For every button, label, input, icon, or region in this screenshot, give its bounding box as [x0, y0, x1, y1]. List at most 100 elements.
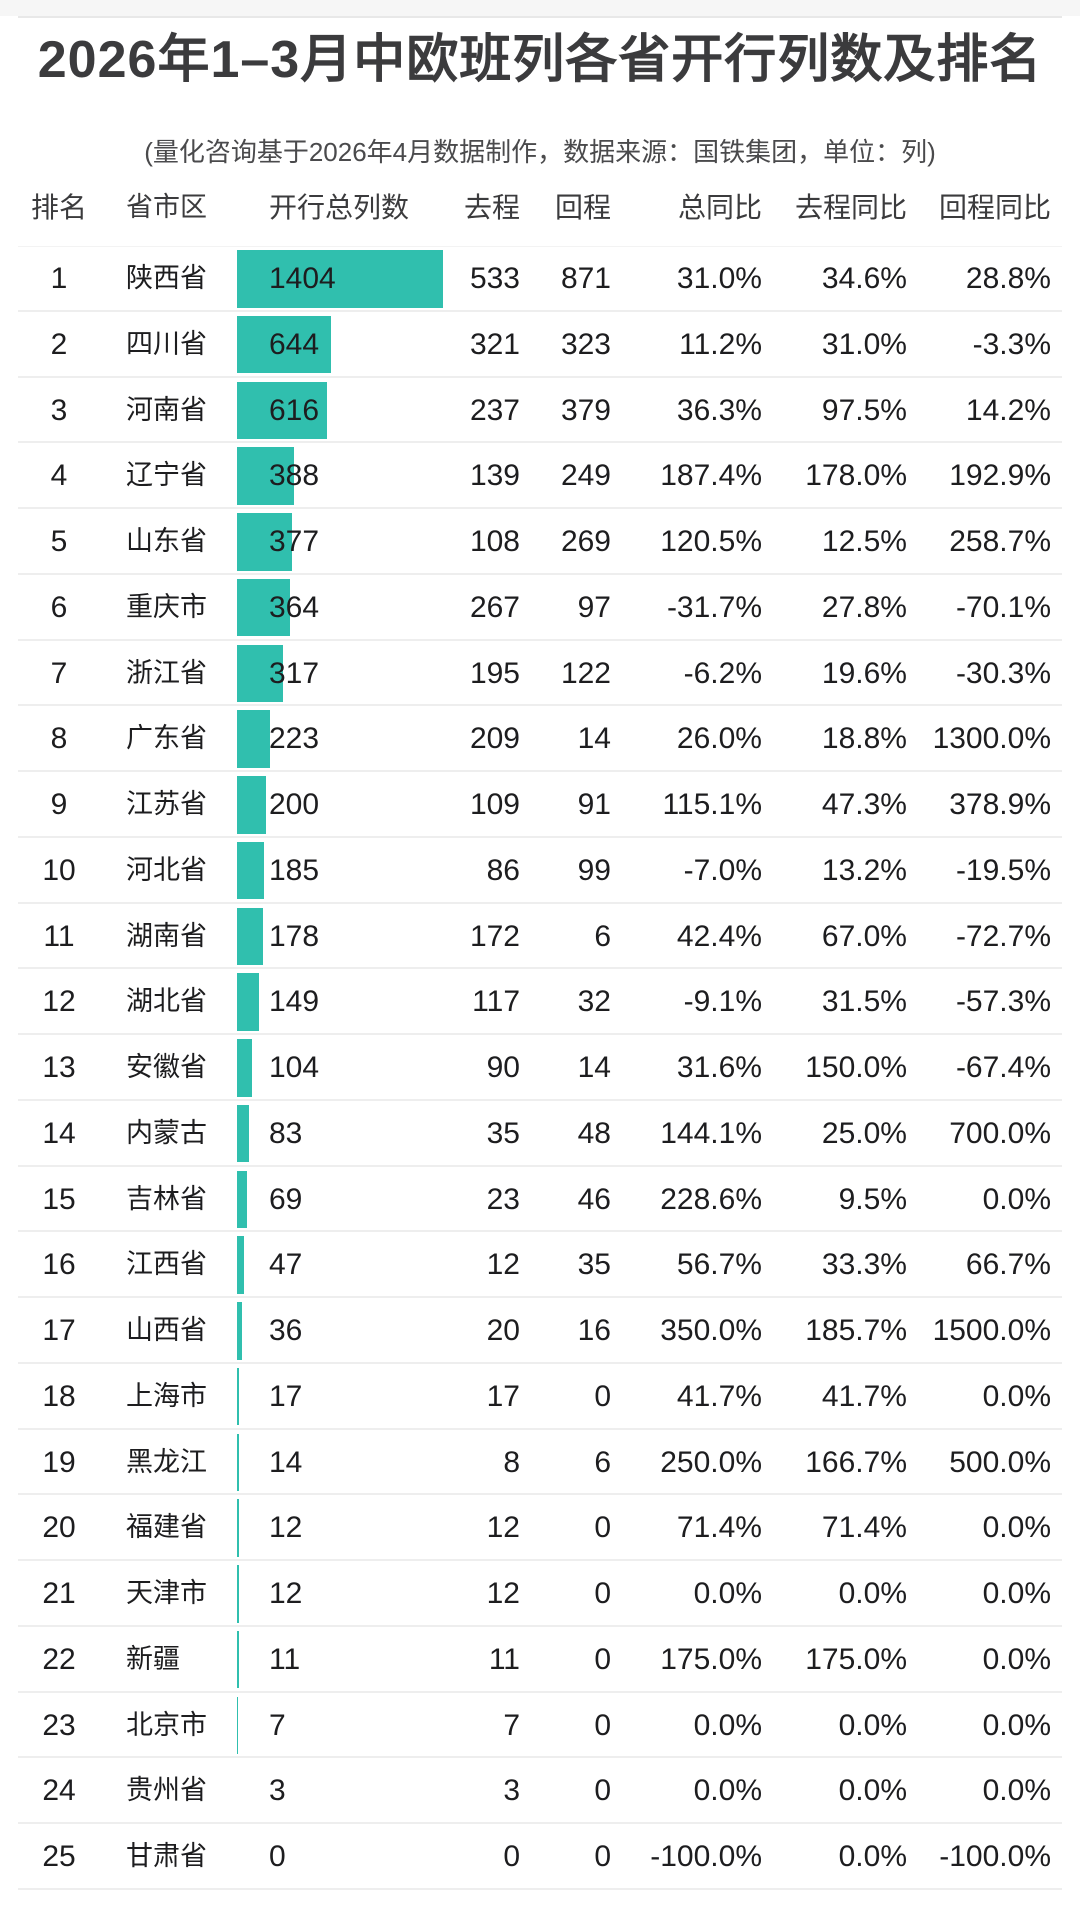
outbound-yoy-value: 71.4%: [821, 1511, 907, 1545]
return-value: 0: [594, 1642, 611, 1676]
top-divider-line: [18, 16, 1062, 18]
outbound-yoy-value: 31.5%: [821, 985, 907, 1019]
table-row: 15 吉林省 69 23 46 228.6% 9.5% 0.0%: [0, 1167, 1080, 1233]
total-yoy-value: 115.1%: [662, 788, 762, 821]
outbound-yoy-value: 31.0%: [821, 327, 907, 361]
total-value: 377: [269, 525, 320, 558]
return-value: 249: [560, 459, 611, 493]
header-total-trains: 开行总列数: [269, 192, 410, 223]
rank-value: 21: [42, 1577, 76, 1610]
total-value: 185: [269, 853, 320, 887]
total-value: 36: [269, 1314, 303, 1347]
outbound-value: 20: [486, 1314, 520, 1347]
total-value: 3: [269, 1774, 286, 1808]
total-bar: [237, 1104, 250, 1163]
header-return: 回程: [554, 192, 611, 223]
outbound-yoy-value: 25.0%: [821, 1116, 907, 1150]
province-label: 吉林省: [126, 1183, 207, 1214]
total-bar: [237, 315, 332, 374]
return-yoy-value: -67.4%: [955, 1051, 1051, 1084]
total-bar: [237, 973, 259, 1031]
outbound-value: 8: [503, 1445, 520, 1479]
return-yoy-value: -3.3%: [972, 327, 1051, 361]
province-label: 湖北省: [126, 986, 207, 1017]
table-row: 14 内蒙古 83 35 48 144.1% 25.0% 700.0%: [0, 1101, 1080, 1167]
outbound-value: 0: [503, 1840, 520, 1873]
total-bar: [237, 447, 294, 505]
rank-value: 11: [43, 919, 75, 953]
return-value: 6: [594, 1445, 611, 1479]
rank-value: 1: [50, 262, 68, 295]
total-value: 83: [269, 1116, 303, 1150]
outbound-yoy-value: 19.6%: [821, 656, 907, 690]
outbound-value: 109: [469, 788, 520, 821]
total-yoy-value: 120.5%: [660, 525, 762, 558]
table-row: 20 福建省 12 12 0 71.4% 71.4% 0.0%: [0, 1495, 1080, 1561]
rank-value: 9: [50, 788, 68, 821]
province-label: 新疆: [126, 1643, 180, 1674]
outbound-yoy-value: 18.8%: [821, 722, 907, 756]
total-yoy-value: 0.0%: [693, 1774, 762, 1808]
return-yoy-value: 0.0%: [982, 1182, 1051, 1216]
rank-value: 8: [50, 722, 68, 756]
total-value: 17: [269, 1379, 303, 1413]
table-row: 16 江西省 47 12 35 56.7% 33.3% 66.7%: [0, 1232, 1080, 1298]
total-value: 178: [269, 919, 320, 953]
total-bar: [237, 776, 267, 834]
return-yoy-value: 1500.0%: [932, 1314, 1051, 1347]
return-yoy-value: 258.7%: [949, 525, 1051, 558]
table-row: 10 河北省 185 86 99 -7.0% 13.2% -19.5%: [0, 838, 1080, 904]
outbound-yoy-value: 9.5%: [838, 1182, 907, 1216]
outbound-yoy-value: 0.0%: [838, 1840, 907, 1873]
total-value: 11: [269, 1642, 301, 1676]
rank-value: 7: [50, 656, 68, 690]
outbound-yoy-value: 41.7%: [821, 1379, 907, 1413]
total-value: 364: [269, 590, 320, 624]
rank-value: 23: [42, 1708, 76, 1742]
return-yoy-value: 0.0%: [982, 1774, 1051, 1808]
total-yoy-value: 0.0%: [693, 1708, 762, 1742]
return-value: 97: [577, 590, 611, 624]
table-row: 22 新疆 11 11 0 175.0% 175.0% 0.0%: [0, 1627, 1080, 1693]
return-yoy-value: 0.0%: [982, 1708, 1051, 1742]
total-yoy-value: -100.0%: [650, 1840, 762, 1873]
return-value: 871: [560, 262, 611, 295]
total-bar: [237, 250, 443, 308]
outbound-value: 108: [469, 525, 520, 558]
outbound-value: 7: [503, 1708, 520, 1742]
table-row: 7 浙江省 317 195 122 -6.2% 19.6% -30.3%: [0, 641, 1080, 707]
return-value: 35: [577, 1248, 611, 1282]
province-label: 湖南省: [126, 920, 207, 951]
return-yoy-value: 66.7%: [965, 1248, 1051, 1282]
outbound-value: 86: [486, 853, 520, 887]
header-province: 省市区: [126, 192, 207, 222]
return-value: 99: [577, 853, 611, 887]
outbound-value: 237: [469, 393, 520, 427]
outbound-value: 35: [486, 1116, 520, 1150]
total-yoy-value: 36.3%: [676, 393, 762, 427]
outbound-yoy-value: 97.5%: [821, 393, 907, 427]
outbound-yoy-value: 0.0%: [838, 1708, 907, 1742]
return-yoy-value: 14.2%: [965, 393, 1051, 427]
outbound-value: 3: [503, 1774, 520, 1808]
outbound-value: 90: [486, 1051, 520, 1084]
total-value: 149: [269, 985, 320, 1019]
header-rank: 排名: [30, 192, 87, 223]
total-yoy-value: 31.0%: [676, 262, 762, 295]
table-row: 9 江苏省 200 109 91 115.1% 47.3% 378.9%: [0, 772, 1080, 838]
outbound-yoy-value: 175.0%: [805, 1642, 907, 1676]
province-label: 甘肃省: [126, 1841, 207, 1871]
header-return-yoy: 回程同比: [938, 192, 1051, 223]
return-value: 0: [594, 1774, 611, 1808]
province-label: 山东省: [126, 526, 207, 556]
outbound-yoy-value: 12.5%: [821, 525, 907, 558]
return-yoy-value: 378.9%: [949, 788, 1051, 821]
total-bar: [237, 1696, 239, 1754]
outbound-yoy-value: 0.0%: [838, 1577, 907, 1610]
outbound-yoy-value: 67.0%: [821, 919, 907, 953]
table-row: 5 山东省 377 108 269 120.5% 12.5% 258.7%: [0, 509, 1080, 575]
outbound-value: 11: [488, 1642, 520, 1676]
total-value: 0: [269, 1840, 286, 1873]
return-value: 32: [577, 985, 611, 1019]
total-value: 317: [269, 656, 320, 690]
